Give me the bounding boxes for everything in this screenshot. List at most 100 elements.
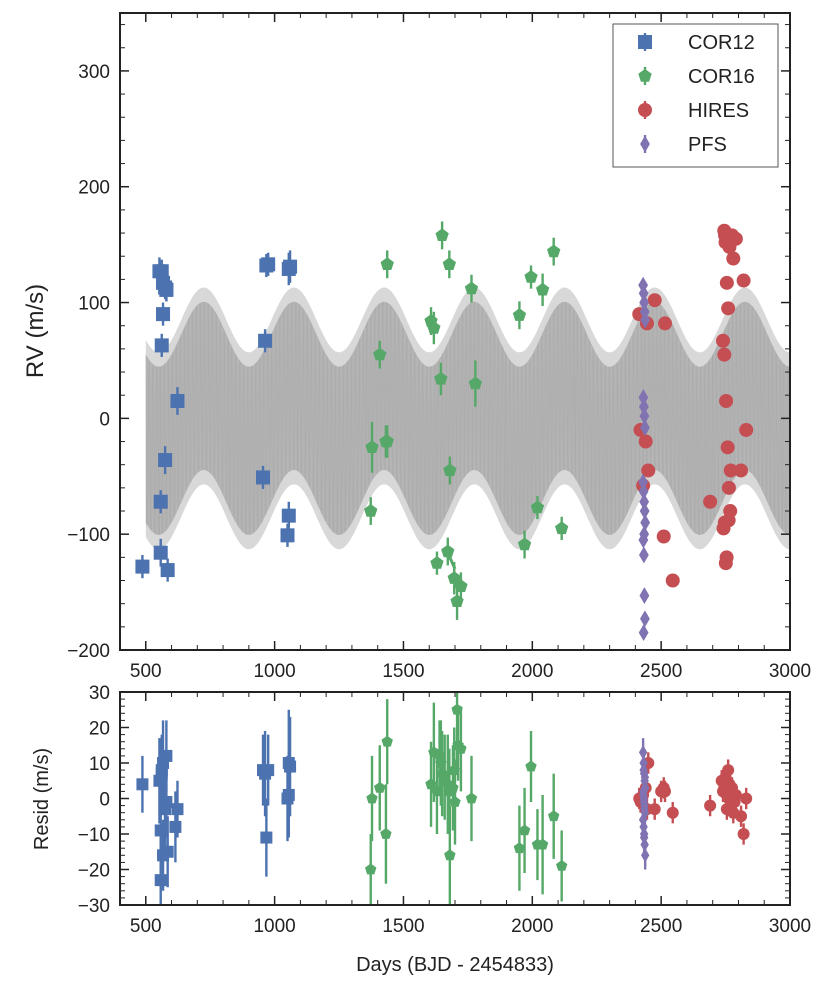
data-point-hires bbox=[666, 806, 679, 819]
data-point-pfs bbox=[638, 482, 649, 500]
legend-marker-cor12 bbox=[638, 35, 652, 49]
data-point-pfs bbox=[639, 502, 650, 520]
data-point-cor16 bbox=[381, 735, 393, 747]
data-point-cor16 bbox=[365, 440, 379, 453]
series-hires bbox=[633, 752, 753, 845]
data-point-hires bbox=[723, 463, 738, 478]
data-point-cor12 bbox=[135, 559, 150, 574]
data-point-hires bbox=[655, 785, 668, 798]
data-point-hires bbox=[717, 347, 732, 362]
data-point-pfs bbox=[639, 830, 649, 845]
rv-x-tick-label: 2000 bbox=[511, 661, 553, 682]
data-point-cor16 bbox=[530, 500, 545, 514]
data-point-cor16 bbox=[465, 792, 478, 804]
data-point-hires bbox=[721, 480, 736, 495]
residual-y-tick-label: 10 bbox=[89, 754, 110, 775]
data-point-cor16 bbox=[444, 849, 456, 861]
data-point-hires bbox=[704, 799, 717, 812]
data-point-cor16 bbox=[442, 257, 456, 270]
data-point-cor16 bbox=[441, 544, 455, 558]
series-cor12 bbox=[135, 250, 298, 582]
data-point-cor12 bbox=[157, 849, 170, 862]
residual-y-tick-label: −30 bbox=[78, 896, 110, 917]
data-point-hires bbox=[739, 422, 754, 437]
data-point-hires bbox=[641, 463, 656, 478]
residual-x-tick-label: 2000 bbox=[511, 916, 553, 937]
data-point-hires bbox=[737, 828, 750, 840]
data-point-cor12 bbox=[154, 874, 167, 887]
x-axis-label: Days (BJD - 2454833) bbox=[356, 954, 554, 976]
data-point-cor12 bbox=[260, 831, 273, 844]
legend-label-cor16: COR16 bbox=[688, 66, 755, 88]
residual-y-tick-label: −10 bbox=[78, 825, 110, 846]
data-point-cor16 bbox=[373, 347, 387, 361]
data-point-cor16 bbox=[434, 372, 448, 385]
data-point-cor16 bbox=[536, 838, 549, 850]
data-point-hires bbox=[638, 434, 653, 449]
data-point-cor12 bbox=[156, 307, 171, 322]
data-point-pfs bbox=[640, 848, 650, 863]
data-point-pfs bbox=[640, 610, 650, 628]
data-point-cor16 bbox=[443, 463, 457, 477]
data-point-pfs bbox=[640, 770, 650, 785]
data-point-cor12 bbox=[261, 257, 276, 272]
rv-y-tick-label: 0 bbox=[99, 409, 110, 430]
residual-x-tick-label: 2500 bbox=[640, 916, 682, 937]
data-point-pfs bbox=[638, 546, 649, 564]
rv-x-tick-label: 2500 bbox=[640, 661, 682, 682]
data-point-cor16 bbox=[447, 571, 461, 584]
data-point-cor16 bbox=[517, 537, 532, 551]
data-point-cor16 bbox=[512, 308, 527, 321]
legend-label-pfs: PFS bbox=[688, 134, 727, 156]
data-point-cor12 bbox=[136, 778, 149, 791]
rv-y-axis-label: RV (m/s) bbox=[22, 284, 49, 378]
data-point-hires bbox=[703, 494, 718, 509]
data-point-pfs bbox=[638, 389, 649, 406]
data-point-cor16 bbox=[464, 281, 479, 295]
data-point-cor12 bbox=[262, 764, 275, 777]
residual-x-tick-label: 500 bbox=[130, 916, 162, 937]
data-point-cor12 bbox=[170, 393, 185, 408]
residual-axes: 500 1000 1500 2000 2500 3000 −30 −20 −10 0 10 20 30 bbox=[78, 683, 811, 937]
rv-x-tick-label: 1500 bbox=[382, 661, 424, 682]
data-point-pfs bbox=[639, 525, 650, 543]
data-point-pfs bbox=[640, 311, 651, 329]
rv-y-tick-label: 200 bbox=[78, 178, 110, 199]
data-point-cor12 bbox=[158, 453, 173, 468]
data-point-hires bbox=[722, 764, 735, 777]
rv-y-tick-label: 300 bbox=[78, 62, 110, 83]
data-point-pfs bbox=[640, 514, 651, 531]
residual-y-tick-label: 20 bbox=[89, 719, 110, 740]
residual-y-tick-label: 30 bbox=[89, 683, 110, 704]
data-point-cor16 bbox=[380, 434, 394, 448]
data-point-cor12 bbox=[159, 282, 174, 297]
legend-label-hires: HIRES bbox=[688, 100, 749, 122]
data-point-hires bbox=[728, 231, 743, 246]
data-point-cor12 bbox=[284, 760, 297, 773]
data-point-pfs bbox=[639, 762, 648, 778]
rv-x-tick-label: 1000 bbox=[253, 661, 295, 682]
data-point-cor16 bbox=[547, 244, 561, 258]
legend-label-cor12: COR12 bbox=[688, 32, 755, 54]
data-point-hires bbox=[719, 393, 734, 408]
data-point-cor16 bbox=[435, 228, 449, 241]
rv-y-tick-label: −100 bbox=[67, 525, 110, 546]
data-point-cor16 bbox=[556, 860, 568, 871]
model-line bbox=[145, 301, 790, 535]
data-point-pfs bbox=[640, 419, 650, 437]
legend-marker-cor16 bbox=[638, 69, 652, 82]
data-point-cor12 bbox=[169, 820, 182, 833]
data-point-cor16 bbox=[380, 257, 394, 270]
data-point-cor16 bbox=[439, 771, 451, 783]
data-point-pfs bbox=[640, 801, 649, 817]
data-point-hires bbox=[718, 556, 733, 571]
data-point-cor16 bbox=[555, 521, 569, 535]
legend-marker-hires bbox=[638, 103, 652, 117]
data-point-cor16 bbox=[449, 796, 461, 807]
data-point-cor12 bbox=[154, 338, 169, 353]
data-point-cor12 bbox=[160, 563, 175, 578]
residual-x-tick-label: 1500 bbox=[382, 916, 424, 937]
rv-data-points bbox=[135, 221, 754, 642]
data-point-cor16 bbox=[430, 556, 444, 569]
